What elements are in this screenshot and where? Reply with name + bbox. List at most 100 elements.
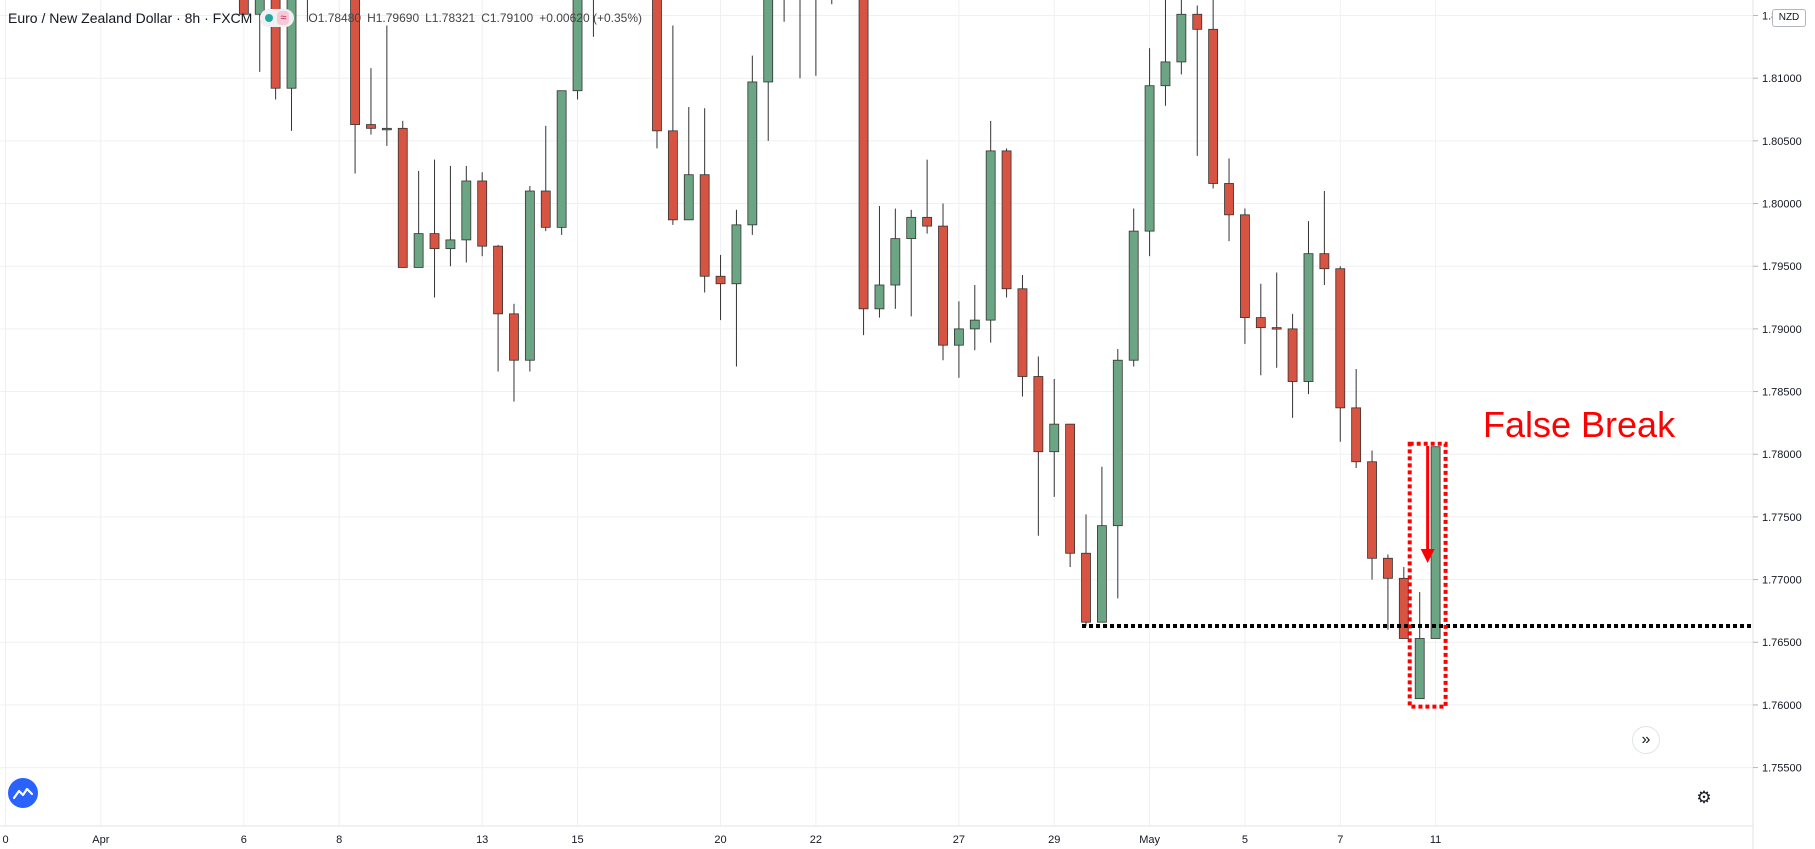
candle-body [1414,638,1425,700]
candle-body [969,319,980,330]
change-value: +0.00620 (+0.35%) [539,11,642,25]
candle-body [747,81,758,226]
bearish-candle [1065,423,1076,568]
time-tick-label: 20 [714,834,726,846]
scroll-to-realtime-button[interactable]: » [1632,726,1660,754]
low-value: L1.78321 [425,11,476,25]
bearish-candle [1033,356,1044,536]
time-tick-label: 22 [810,834,822,846]
candle-body [1335,268,1346,409]
bullish-candle [799,0,801,79]
candle-body [1017,288,1028,377]
bullish-candle [1430,446,1441,639]
bearish-candle [652,0,662,149]
candle-body [715,275,726,285]
candle-body [858,0,869,310]
candle-body [1208,28,1219,184]
candle-body [1192,13,1203,30]
bullish-candle [1112,348,1123,599]
bearish-candle [1081,514,1091,626]
candles [238,0,1441,700]
candle-body [922,216,933,227]
time-tick-label: 11 [1430,834,1441,846]
chart-settings-button[interactable]: ⚙ [1693,787,1715,809]
bearish-candle [1367,450,1377,580]
candle-body [350,0,360,125]
bullish-candle [954,301,964,378]
bullish-candle [381,25,392,146]
bullish-candle [683,107,694,221]
candle-body [1319,253,1330,270]
bullish-candle [890,208,901,309]
bullish-candle [874,206,885,318]
candle-body [397,127,408,268]
symbol-title[interactable]: Euro / New Zealand Dollar · 8h · FXCM [8,10,253,26]
bearish-candle [493,244,503,372]
bullish-candle [413,170,424,268]
bearish-candle [1319,191,1330,286]
candle-body [429,233,440,250]
bearish-candle [592,0,594,37]
price-axis[interactable]: 1.875001.870001.865001.860001.855001.850… [1753,0,1802,775]
candle-body [540,190,551,228]
time-tick-label: 7 [1337,834,1343,846]
bearish-candle [509,303,519,402]
price-tick-label: 1.78000 [1762,449,1802,461]
bearish-candle [938,203,948,361]
price-tick-label: 1.77500 [1762,512,1802,524]
bearish-candle [366,68,376,135]
time-tick-label: 15 [571,834,583,846]
false-break-box [1407,441,1448,709]
time-axis[interactable]: 0 Apr 6 8 13 15 20 22 27 29 May 5 7 11 [2,834,1441,846]
bearish-candle [477,172,488,257]
candle-body [874,284,885,310]
bullish-candle [306,0,308,22]
bullish-candle [286,0,297,131]
bullish-candle [831,0,833,5]
bullish-candle [1128,208,1139,367]
bearish-candle [783,0,785,22]
candle-body [1065,423,1076,554]
candle-body [954,328,964,346]
candle-body [572,0,583,92]
close-value: C1.79100 [481,11,534,25]
candle-body [509,313,519,361]
candle-body [1383,557,1393,579]
false-break-annotation: False Break [1082,404,1753,709]
bearish-candle [1271,272,1282,368]
scroll-to-realtime-icon: » [1641,731,1651,748]
market-status-pill[interactable]: ≈ [260,9,295,27]
bullish-candle [1160,0,1171,106]
candle-body [763,0,774,83]
bearish-candle [667,25,678,225]
price-tick-label: 1.80000 [1762,199,1802,211]
candle-body [366,124,376,129]
candle-body [493,245,503,315]
bearish-candle [815,0,817,76]
bullish-candle [1049,379,1060,497]
candle-body [1287,328,1298,382]
bearish-candle [1001,148,1012,298]
bearish-candle [270,0,281,100]
bearish-candle [350,0,360,174]
candle-body [413,233,424,268]
price-tick-label: 1.79000 [1762,324,1802,336]
candle-body [1128,230,1139,361]
bearish-candle [238,0,249,15]
time-tick-label: 27 [953,834,965,846]
currency-badge[interactable]: NZD [1772,9,1806,27]
bearish-candle [1287,313,1298,418]
candle-body [890,238,901,286]
candle-body [1176,13,1187,63]
bearish-candle [699,108,710,293]
tradingview-logo-icon[interactable] [8,778,38,808]
market-open-dot-icon [265,14,274,22]
time-tick-label: 5 [1242,834,1248,846]
time-tick-label: Apr [92,834,109,846]
candle-body [1144,85,1155,232]
bullish-candle [461,165,472,263]
time-tick-label: 13 [476,834,488,846]
bullish-candle [524,185,535,372]
